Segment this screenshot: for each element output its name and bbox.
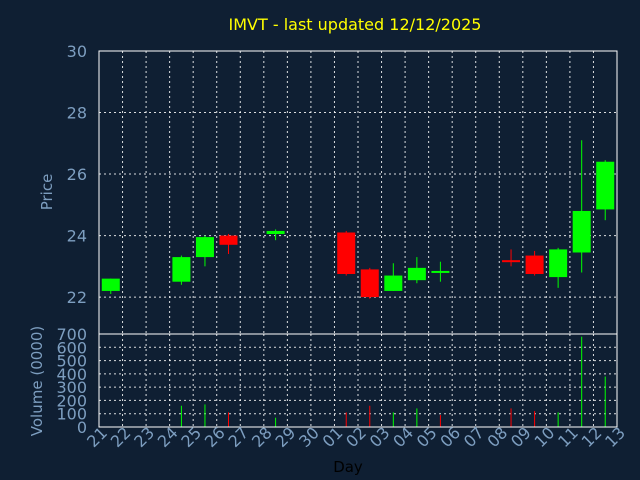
- candle: [195, 235, 214, 267]
- candle: [219, 234, 238, 255]
- chart-title: IMVT - last updated 12/12/2025: [229, 15, 482, 34]
- candle-body: [266, 230, 285, 235]
- volume-y-axis-label: Volume (0000): [28, 326, 46, 436]
- price-y-tick-label: 22: [67, 288, 87, 307]
- volume-bars: [180, 336, 606, 427]
- candle-body: [337, 232, 356, 275]
- candle: [431, 261, 450, 282]
- price-y-ticks: 22 24 26 28 30: [67, 42, 87, 307]
- candle-body: [572, 210, 591, 253]
- price-candles: [101, 140, 615, 299]
- candle-body: [195, 237, 214, 258]
- volume-y-tick-label: 600: [56, 338, 87, 357]
- price-y-tick-label: 30: [67, 42, 87, 61]
- price-y-axis-label: Price: [38, 174, 56, 211]
- candle: [596, 160, 615, 221]
- x-ticks: 2122232425262728293001020304050607080910…: [83, 423, 629, 451]
- volume-grid: [99, 334, 617, 427]
- volume-y-tick-label: 700: [56, 325, 87, 344]
- candle: [360, 267, 379, 299]
- candle: [101, 278, 120, 295]
- candle: [502, 249, 521, 267]
- candle: [337, 230, 356, 276]
- candle-body: [172, 257, 191, 282]
- candle: [572, 140, 591, 273]
- candle-body: [525, 255, 544, 275]
- price-y-tick-label: 28: [67, 104, 87, 123]
- volume-y-tick-label: 500: [56, 352, 87, 371]
- candle: [384, 263, 403, 291]
- volume-y-tick-label: 400: [56, 365, 87, 384]
- candle-body: [384, 275, 403, 291]
- candle: [549, 247, 568, 288]
- volume-y-tick-label: 200: [56, 391, 87, 410]
- candle: [266, 229, 285, 241]
- volume-y-tick-label: 300: [56, 378, 87, 397]
- price-y-tick-label: 26: [67, 165, 87, 184]
- candle: [525, 250, 544, 276]
- candle: [407, 257, 426, 284]
- price-y-tick-label: 24: [67, 227, 87, 246]
- volume-y-tick-label: 0: [77, 418, 87, 437]
- candle-body: [407, 267, 426, 281]
- price-grid: [99, 51, 617, 334]
- candle-body: [360, 269, 379, 298]
- candle-body: [219, 235, 238, 245]
- volume-y-tick-label: 100: [56, 405, 87, 424]
- x-axis-label: Day: [333, 458, 363, 476]
- candle: [172, 255, 191, 285]
- volume-plot-frame: [98, 333, 618, 428]
- candle-body: [502, 260, 521, 263]
- candle-body: [101, 278, 120, 291]
- candle-body: [431, 270, 450, 273]
- candle-body: [596, 161, 615, 210]
- candle-body: [549, 249, 568, 278]
